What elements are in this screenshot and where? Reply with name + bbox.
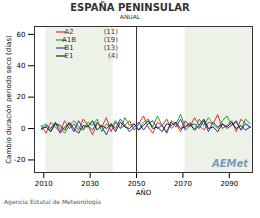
- html-text:Agencia Estatal de Meteorologí: Agencia Estatal de Meteorología: [4, 198, 101, 205]
- svg-text:60: 60: [17, 31, 26, 39]
- svg-text:-20: -20: [14, 156, 25, 164]
- svg-text:20: 20: [17, 93, 26, 101]
- html-text:ANUAL: ANUAL: [119, 13, 141, 20]
- svg-text:A1B: A1B: [62, 36, 76, 44]
- svg-text:2010: 2010: [35, 180, 53, 188]
- svg-text:(4): (4): [108, 52, 118, 60]
- svg-text:AEMet: AEMet: [211, 158, 249, 169]
- svg-text:B1: B1: [64, 44, 73, 52]
- svg-text:0: 0: [21, 125, 25, 133]
- svg-text:E1: E1: [65, 52, 74, 60]
- svg-text:(19): (19): [104, 36, 119, 44]
- svg-text:2050: 2050: [128, 180, 146, 188]
- svg-text:A2: A2: [64, 28, 73, 36]
- svg-text:40: 40: [17, 62, 26, 70]
- svg-text:2090: 2090: [220, 180, 238, 188]
- html-text:ESPAÑA PENINSULAR: ESPAÑA PENINSULAR: [70, 2, 190, 13]
- svg-text:2030: 2030: [81, 180, 99, 188]
- svg-text:2070: 2070: [174, 180, 192, 188]
- svg-text:(11): (11): [104, 28, 119, 36]
- svg-text:(13): (13): [104, 44, 119, 52]
- svg-text:AÑO: AÑO: [136, 188, 152, 197]
- svg-text:Cambio duración periodo seco (: Cambio duración periodo seco (días): [5, 35, 13, 164]
